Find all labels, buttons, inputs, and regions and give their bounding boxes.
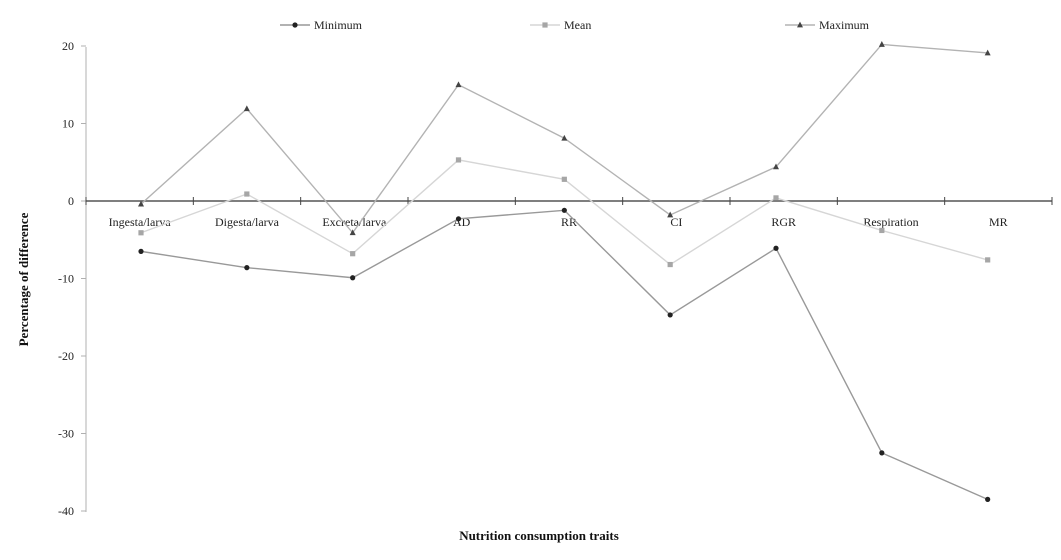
y-tick-label: 10	[62, 117, 74, 131]
data-point	[667, 312, 673, 318]
data-point	[542, 22, 548, 28]
y-tick-label: -30	[58, 427, 74, 441]
data-point	[879, 227, 885, 234]
data-point	[244, 265, 250, 271]
category-label: MR	[989, 215, 1008, 229]
y-tick-label: -20	[58, 349, 74, 363]
data-point	[984, 49, 991, 56]
data-point	[797, 21, 803, 28]
category-label: AD	[453, 215, 471, 229]
y-axis-title: Percentage of difference	[16, 212, 31, 346]
legend-label: Mean	[564, 18, 591, 32]
category-label: RGR	[771, 215, 796, 229]
series-line	[140, 209, 988, 501]
legend-item-maximum: Maximum	[785, 18, 870, 32]
data-point	[561, 207, 567, 213]
category-label: Excreta/larva	[322, 215, 387, 229]
data-point	[878, 41, 885, 47]
data-point	[985, 496, 991, 502]
y-tick-label: 20	[62, 39, 74, 53]
series-mean	[138, 157, 991, 268]
data-point	[773, 163, 779, 170]
data-point	[455, 157, 462, 163]
data-point	[292, 22, 298, 28]
data-point	[455, 216, 462, 222]
x-axis-zero-line: Ingesta/larva Digesta/larva Excreta/larva A…	[85, 197, 1053, 229]
data-point	[561, 134, 568, 141]
series-layer	[138, 41, 991, 502]
data-point	[455, 81, 462, 88]
data-point	[350, 251, 356, 257]
y-tick-label: 0	[68, 194, 74, 208]
data-point	[561, 176, 567, 182]
category-label: Ingesta/larva	[109, 215, 172, 229]
data-point	[667, 261, 673, 268]
legend-item-minimum: Minimum	[280, 18, 363, 32]
data-point	[138, 200, 144, 207]
legend: Minimum Mean Maximum	[280, 18, 870, 32]
data-point	[773, 245, 779, 251]
category-label: Respiration	[863, 215, 918, 229]
data-point	[773, 195, 779, 201]
data-point	[667, 211, 674, 218]
data-point	[138, 248, 144, 254]
category-label: RR	[561, 215, 577, 229]
y-tick-label: -10	[58, 272, 74, 286]
data-point	[879, 450, 885, 456]
data-point	[349, 229, 356, 236]
y-tick-label: -40	[58, 504, 74, 518]
x-axis-title: Nutrition consumption traits	[459, 528, 619, 543]
data-point	[244, 191, 250, 197]
legend-item-mean: Mean	[530, 18, 591, 32]
legend-label: Maximum	[819, 18, 870, 32]
data-point	[138, 230, 144, 236]
y-axis: 20 10 0 -10 -20 -30 -40	[58, 39, 87, 518]
category-label: CI	[670, 215, 682, 229]
series-maximum	[138, 41, 991, 236]
series-minimum	[138, 207, 991, 502]
data-point	[243, 105, 250, 112]
legend-label: Minimum	[314, 18, 363, 32]
category-label: Digesta/larva	[215, 215, 280, 229]
data-point	[350, 275, 356, 281]
data-point	[985, 257, 991, 263]
